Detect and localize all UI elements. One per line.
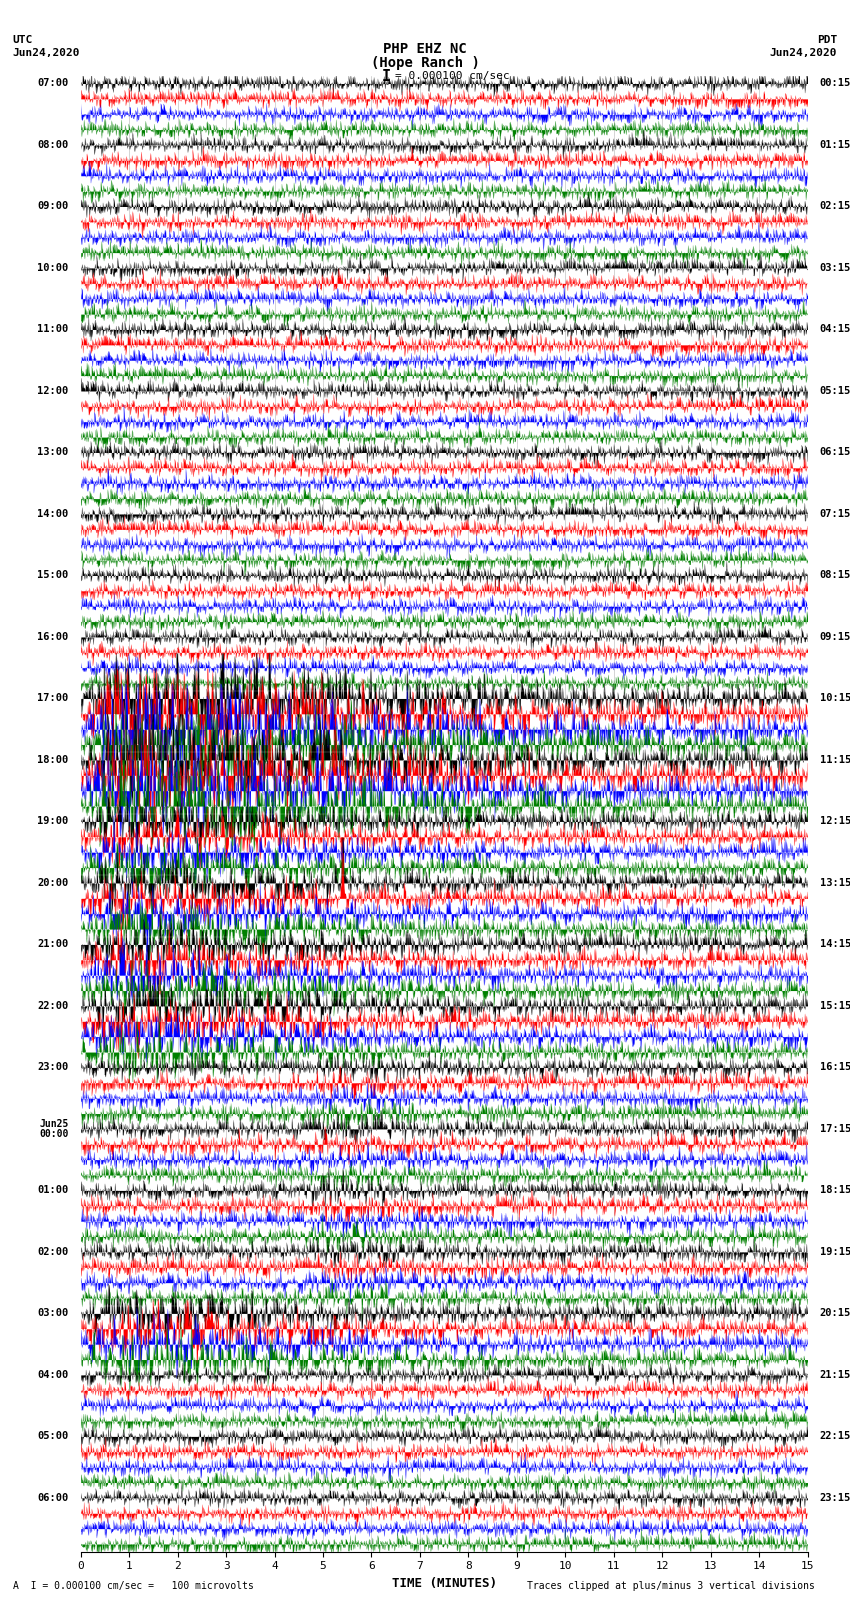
Text: Jun24,2020: Jun24,2020 [13, 48, 80, 58]
Text: 23:15: 23:15 [819, 1494, 850, 1503]
Text: I: I [382, 69, 391, 84]
Text: 10:00: 10:00 [37, 263, 69, 273]
Text: 17:00: 17:00 [37, 694, 69, 703]
Text: 07:00: 07:00 [37, 79, 69, 89]
Text: 19:15: 19:15 [819, 1247, 850, 1257]
Text: Traces clipped at plus/minus 3 vertical divisions: Traces clipped at plus/minus 3 vertical … [527, 1581, 815, 1590]
Text: Jun25: Jun25 [39, 1119, 69, 1129]
Text: 12:15: 12:15 [819, 816, 850, 826]
Text: 02:00: 02:00 [37, 1247, 69, 1257]
Text: 05:15: 05:15 [819, 386, 850, 395]
Text: 16:15: 16:15 [819, 1063, 850, 1073]
Text: 03:00: 03:00 [37, 1308, 69, 1318]
Text: 01:15: 01:15 [819, 140, 850, 150]
Text: 18:15: 18:15 [819, 1186, 850, 1195]
Text: 20:00: 20:00 [37, 877, 69, 887]
Text: (Hope Ranch ): (Hope Ranch ) [371, 56, 479, 71]
Text: A  I = 0.000100 cm/sec =   100 microvolts: A I = 0.000100 cm/sec = 100 microvolts [13, 1581, 253, 1590]
Text: 10:15: 10:15 [819, 694, 850, 703]
Text: 05:00: 05:00 [37, 1431, 69, 1442]
Text: PHP EHZ NC: PHP EHZ NC [383, 42, 467, 56]
Text: UTC: UTC [13, 35, 33, 45]
Text: 14:15: 14:15 [819, 939, 850, 950]
Text: 14:00: 14:00 [37, 510, 69, 519]
Text: 22:00: 22:00 [37, 1002, 69, 1011]
Text: 07:15: 07:15 [819, 510, 850, 519]
Text: 23:00: 23:00 [37, 1063, 69, 1073]
Text: 21:15: 21:15 [819, 1369, 850, 1379]
Text: 09:00: 09:00 [37, 202, 69, 211]
Text: 11:15: 11:15 [819, 755, 850, 765]
Text: 13:00: 13:00 [37, 447, 69, 458]
Text: 17:15: 17:15 [819, 1124, 850, 1134]
Text: 04:15: 04:15 [819, 324, 850, 334]
Text: 19:00: 19:00 [37, 816, 69, 826]
Text: 20:15: 20:15 [819, 1308, 850, 1318]
Text: 21:00: 21:00 [37, 939, 69, 950]
Text: 06:15: 06:15 [819, 447, 850, 458]
Text: 04:00: 04:00 [37, 1369, 69, 1379]
Text: 18:00: 18:00 [37, 755, 69, 765]
Text: 15:15: 15:15 [819, 1002, 850, 1011]
Text: 02:15: 02:15 [819, 202, 850, 211]
Text: 00:15: 00:15 [819, 79, 850, 89]
X-axis label: TIME (MINUTES): TIME (MINUTES) [392, 1578, 496, 1590]
Text: 01:00: 01:00 [37, 1186, 69, 1195]
Text: PDT: PDT [817, 35, 837, 45]
Text: 09:15: 09:15 [819, 632, 850, 642]
Text: 03:15: 03:15 [819, 263, 850, 273]
Text: 06:00: 06:00 [37, 1494, 69, 1503]
Text: 12:00: 12:00 [37, 386, 69, 395]
Text: 08:00: 08:00 [37, 140, 69, 150]
Text: 16:00: 16:00 [37, 632, 69, 642]
Text: 00:00: 00:00 [39, 1129, 69, 1139]
Text: 22:15: 22:15 [819, 1431, 850, 1442]
Text: = 0.000100 cm/sec: = 0.000100 cm/sec [395, 71, 510, 81]
Text: Jun24,2020: Jun24,2020 [770, 48, 837, 58]
Text: 08:15: 08:15 [819, 571, 850, 581]
Text: 15:00: 15:00 [37, 571, 69, 581]
Text: 11:00: 11:00 [37, 324, 69, 334]
Text: 13:15: 13:15 [819, 877, 850, 887]
